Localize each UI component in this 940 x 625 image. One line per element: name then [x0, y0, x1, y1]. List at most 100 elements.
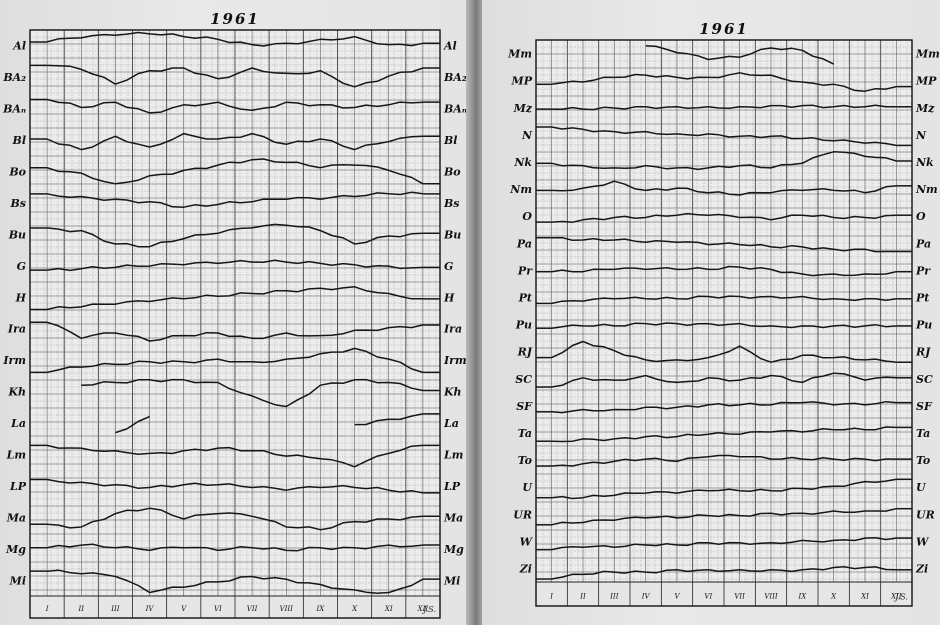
- series-1: MP MP: [511, 72, 937, 92]
- series-line: [551, 212, 897, 223]
- series-4: Bo Bo: [8, 158, 461, 185]
- month-tick-label: X: [830, 592, 837, 600]
- series-label-left: Irm: [2, 354, 26, 367]
- series-label-right: Pt: [915, 291, 929, 304]
- series-label-left: Lm: [6, 449, 26, 462]
- right-page: I II III IV V VI VII VIII IX X XI XII 1961 J.S. Mm Mm MP…: [482, 0, 940, 625]
- series-9: Pt Pt: [518, 291, 930, 304]
- series-label-right: Bu: [443, 228, 461, 241]
- series-8: Pr Pr: [517, 264, 931, 277]
- signature: J.S.: [421, 605, 436, 614]
- series-line: [46, 444, 423, 468]
- series-line: [47, 259, 423, 272]
- series-label-right: Ta: [916, 427, 930, 440]
- series-line: [354, 413, 424, 426]
- series-line: [46, 191, 423, 208]
- series-label-left: Zi: [519, 562, 532, 575]
- series-label-left: U: [522, 481, 533, 494]
- series-label-left: La: [10, 417, 26, 430]
- month-tick-label: VI: [704, 592, 712, 600]
- series-label-right: Mz: [915, 102, 935, 115]
- series-label-left: G: [17, 260, 26, 273]
- series-line: [551, 565, 897, 580]
- month-tick-label: III: [609, 592, 619, 600]
- series-label-right: Nk: [915, 156, 934, 169]
- series-line: [46, 347, 424, 374]
- series-2: Mz Mz: [513, 102, 936, 115]
- month-tick-label: IV: [641, 592, 651, 600]
- series-label-right: Al: [443, 40, 457, 53]
- series-0: Al Al: [12, 31, 457, 53]
- month-tick-label: VII: [734, 592, 745, 600]
- month-tick-label: V: [674, 592, 680, 600]
- series-2: BAₙ BAₙ: [2, 98, 467, 116]
- series-label-left: Pu: [515, 319, 532, 332]
- series-label-right: Mm: [915, 48, 940, 61]
- series-15: Ma Ma: [6, 507, 463, 531]
- series-line: [46, 132, 423, 151]
- series-label-left: Bl: [12, 134, 26, 147]
- series-5: Bs Bs: [10, 191, 460, 210]
- series-label-right: Nm: [915, 183, 938, 196]
- series-label-right: To: [916, 454, 930, 467]
- series-label-left: Bu: [8, 228, 26, 241]
- series-1: BA₂ BA₂: [2, 64, 467, 88]
- series-13: Lm Lm: [6, 444, 463, 468]
- chart-frame: [535, 39, 913, 607]
- series-line: [47, 569, 424, 594]
- series-label-left: Pt: [518, 291, 532, 304]
- series-label-right: O: [916, 210, 926, 223]
- chart-frame: [29, 29, 441, 619]
- series-label-left: Pr: [517, 264, 533, 277]
- series-label-left: Mm: [507, 48, 532, 61]
- series-line: [551, 265, 897, 277]
- series-line: [47, 507, 423, 531]
- series-label-right: N: [915, 129, 927, 142]
- series-14: LP LP: [9, 478, 461, 494]
- month-tick-label: X: [351, 605, 358, 613]
- left-page: I II III IV V VI VII VIII IX X XI XII 1961 J.S. Al Al BA…: [0, 0, 470, 625]
- series-label-left: H: [15, 291, 27, 304]
- series-line: [551, 536, 897, 551]
- month-tick-label: XII: [890, 592, 902, 600]
- series-label-right: BAₙ: [443, 103, 467, 116]
- month-tick-label: I: [549, 592, 553, 600]
- series-label-right: Mi: [443, 574, 460, 587]
- month-tick-label: XI: [384, 605, 393, 613]
- series-line: [551, 426, 897, 443]
- series-4: Nk Nk: [513, 151, 934, 171]
- series-7: Pa Pa: [516, 236, 931, 253]
- series-label-left: Bs: [10, 197, 27, 210]
- series-label-right: BA₂: [443, 71, 467, 84]
- series-label-right: La: [443, 417, 459, 430]
- series-5: Nm Nm: [509, 180, 938, 196]
- series-label-right: UR: [916, 508, 935, 521]
- month-tick-label: IX: [316, 605, 326, 613]
- series-label-right: G: [444, 260, 453, 273]
- series-line: [46, 31, 424, 47]
- book-gutter: [466, 0, 486, 625]
- series-line: [551, 104, 897, 111]
- series-line: [551, 454, 897, 467]
- series-9: Ira Ira: [7, 321, 462, 342]
- series-label-left: W: [520, 535, 534, 548]
- series-line: [81, 378, 424, 408]
- series-12: SC SC: [515, 372, 933, 388]
- series-14: Ta Ta: [518, 426, 930, 443]
- series-line: [551, 340, 897, 363]
- chart-title: 1961: [699, 20, 749, 38]
- series-11: RJ RJ: [517, 340, 931, 363]
- series-label-left: Mg: [5, 543, 26, 556]
- series-label-right: Pr: [915, 264, 931, 277]
- series-label-right: Ira: [443, 323, 462, 336]
- series-label-left: LP: [9, 480, 27, 493]
- series-0: Mm Mm: [507, 44, 940, 65]
- month-tick-label: IX: [797, 592, 807, 600]
- series-label-right: Zi: [915, 562, 928, 575]
- series-line: [47, 64, 424, 88]
